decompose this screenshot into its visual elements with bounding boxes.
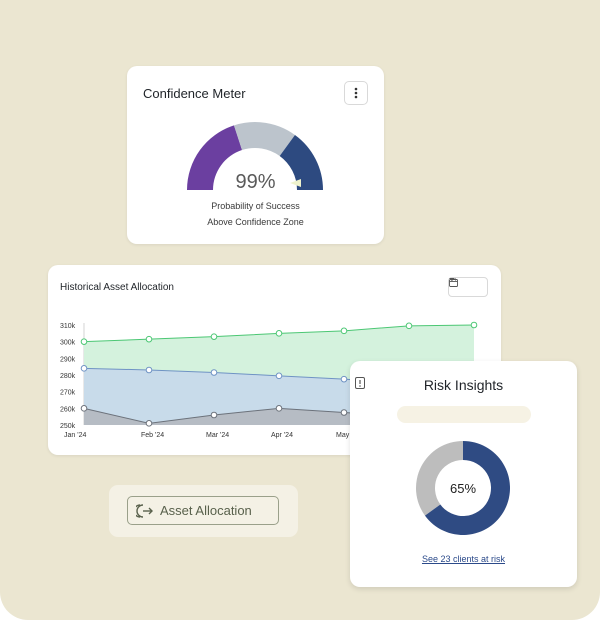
donut-segment-safe <box>416 441 463 516</box>
data-point <box>470 321 478 329</box>
y-tick-label: 250k <box>60 423 76 430</box>
gauge-segment-purple <box>187 125 243 190</box>
x-tick-label: Apr '24 <box>271 432 293 439</box>
gauge-segment-navy <box>279 134 323 190</box>
data-point <box>275 330 283 337</box>
data-point <box>275 372 283 380</box>
x-tick-label: Feb '24 <box>141 432 164 439</box>
confidence-line-1: Probability of Success <box>211 201 300 211</box>
confidence-meter-title: Confidence Meter <box>143 86 246 101</box>
chart-arrow-icon <box>136 503 153 518</box>
data-point <box>210 411 218 419</box>
historical-title: Historical Asset Allocation <box>60 282 174 293</box>
y-tick-label: 290k <box>60 356 76 363</box>
data-point <box>80 365 88 372</box>
data-point <box>405 322 413 330</box>
data-point <box>145 366 153 374</box>
confidence-line-2: Above Confidence Zone <box>207 217 304 227</box>
asset-allocation-button[interactable]: Asset Allocation <box>127 496 279 525</box>
info-icon <box>355 377 365 389</box>
x-tick-label: May '24 <box>336 432 360 439</box>
y-tick-label: 270k <box>60 390 76 397</box>
risk-insights-card: Risk Insights 65% See 23 clients at risk <box>350 361 577 587</box>
data-point <box>210 369 218 376</box>
y-tick-label: 310k <box>60 323 76 330</box>
see-clients-at-risk-link[interactable]: See 23 clients at risk <box>421 554 506 564</box>
data-point <box>80 405 88 412</box>
asset-allocation-label: Asset Allocation <box>160 503 252 518</box>
data-point <box>145 335 153 343</box>
caret-down-icon <box>449 278 455 281</box>
data-point <box>210 333 218 340</box>
y-tick-label: 300k <box>60 340 76 347</box>
risk-percent: 65% <box>450 481 476 496</box>
data-point <box>340 327 348 335</box>
confidence-meter-card: Confidence Meter 99% Probability of Succ… <box>127 66 384 244</box>
confidence-gauge <box>187 122 323 190</box>
risk-placeholder-bar <box>397 406 531 423</box>
y-tick-label: 260k <box>60 406 76 413</box>
x-tick-label: Mar '24 <box>206 432 229 439</box>
x-tick-label: Jan '24 <box>64 432 86 439</box>
calendar-dropdown[interactable] <box>448 277 488 297</box>
data-point <box>80 338 88 345</box>
donut-segment-at-risk <box>424 441 510 535</box>
y-tick-label: 280k <box>60 373 76 380</box>
risk-insights-title-text: Risk Insights <box>423 377 504 393</box>
gauge-segment-grey <box>233 122 295 157</box>
confidence-percent: 99% <box>235 171 276 193</box>
more-vertical-icon[interactable] <box>344 81 368 105</box>
data-point <box>340 409 348 416</box>
data-point <box>145 420 153 427</box>
gauge-needle-icon <box>290 179 301 187</box>
asset-allocation-panel: Asset Allocation <box>109 485 298 537</box>
risk-insights-title: Risk Insights <box>350 377 577 393</box>
risk-donut: 65% <box>416 441 510 535</box>
data-point <box>275 405 283 412</box>
data-point <box>340 375 348 383</box>
